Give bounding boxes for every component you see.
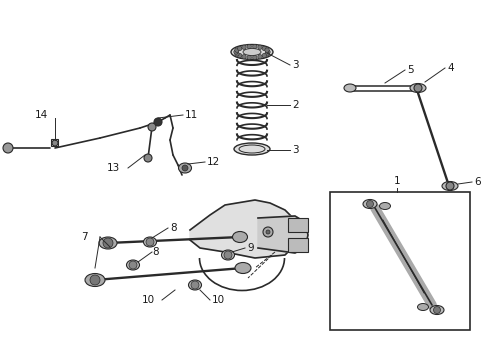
Circle shape	[242, 55, 246, 59]
Text: 11: 11	[185, 110, 198, 120]
Ellipse shape	[430, 306, 444, 315]
Text: 9: 9	[247, 243, 254, 253]
Bar	[330, 192, 470, 330]
Circle shape	[262, 46, 267, 51]
Ellipse shape	[99, 237, 117, 249]
Circle shape	[90, 275, 100, 285]
Circle shape	[247, 44, 251, 49]
Circle shape	[262, 53, 267, 58]
Text: 8: 8	[152, 247, 159, 257]
Ellipse shape	[144, 237, 156, 247]
Text: 8: 8	[170, 223, 176, 233]
Circle shape	[238, 53, 242, 58]
Circle shape	[242, 45, 246, 49]
Circle shape	[103, 238, 113, 248]
Polygon shape	[258, 216, 308, 253]
Ellipse shape	[363, 199, 377, 208]
Text: 12: 12	[207, 157, 220, 167]
Circle shape	[266, 50, 270, 54]
Ellipse shape	[235, 262, 251, 274]
Text: 3: 3	[292, 145, 298, 155]
Circle shape	[148, 123, 156, 131]
Circle shape	[144, 154, 152, 162]
Circle shape	[238, 46, 242, 51]
Circle shape	[235, 52, 239, 56]
Ellipse shape	[178, 163, 192, 173]
Text: 14: 14	[35, 110, 48, 120]
Bar	[288, 238, 308, 252]
Circle shape	[258, 55, 262, 59]
Text: 3: 3	[292, 60, 298, 70]
Bar	[288, 218, 308, 232]
Text: 7: 7	[81, 232, 88, 242]
Circle shape	[252, 44, 257, 49]
Polygon shape	[190, 200, 295, 258]
Ellipse shape	[417, 303, 428, 310]
Circle shape	[52, 140, 58, 146]
Circle shape	[258, 45, 262, 49]
Circle shape	[154, 118, 162, 126]
Text: 4: 4	[447, 63, 454, 73]
Ellipse shape	[189, 280, 201, 290]
Text: 5: 5	[407, 65, 414, 75]
Ellipse shape	[234, 143, 270, 155]
Ellipse shape	[221, 250, 235, 260]
Text: 13: 13	[107, 163, 120, 173]
Ellipse shape	[344, 84, 356, 92]
Text: 10: 10	[212, 295, 225, 305]
Text: 2: 2	[292, 100, 298, 110]
Bar	[51, 139, 58, 146]
Circle shape	[265, 48, 269, 52]
Ellipse shape	[379, 202, 391, 210]
Circle shape	[129, 261, 137, 269]
Circle shape	[235, 48, 239, 52]
Ellipse shape	[442, 181, 458, 190]
Ellipse shape	[410, 84, 426, 93]
Circle shape	[247, 55, 251, 60]
Circle shape	[234, 50, 238, 54]
Text: 1: 1	[393, 176, 400, 186]
Circle shape	[182, 165, 188, 171]
Circle shape	[367, 201, 373, 207]
Ellipse shape	[231, 45, 273, 59]
Circle shape	[252, 55, 257, 60]
Circle shape	[3, 143, 13, 153]
Circle shape	[446, 182, 454, 190]
Circle shape	[146, 238, 154, 246]
Text: 10: 10	[142, 295, 155, 305]
Circle shape	[265, 52, 269, 56]
Circle shape	[414, 84, 422, 92]
Circle shape	[266, 230, 270, 234]
Circle shape	[434, 306, 441, 314]
Circle shape	[263, 227, 273, 237]
Ellipse shape	[232, 231, 247, 243]
Circle shape	[224, 251, 232, 259]
Ellipse shape	[85, 274, 105, 287]
Ellipse shape	[126, 260, 140, 270]
Circle shape	[191, 281, 199, 289]
Text: 6: 6	[474, 177, 481, 187]
Ellipse shape	[243, 49, 261, 55]
